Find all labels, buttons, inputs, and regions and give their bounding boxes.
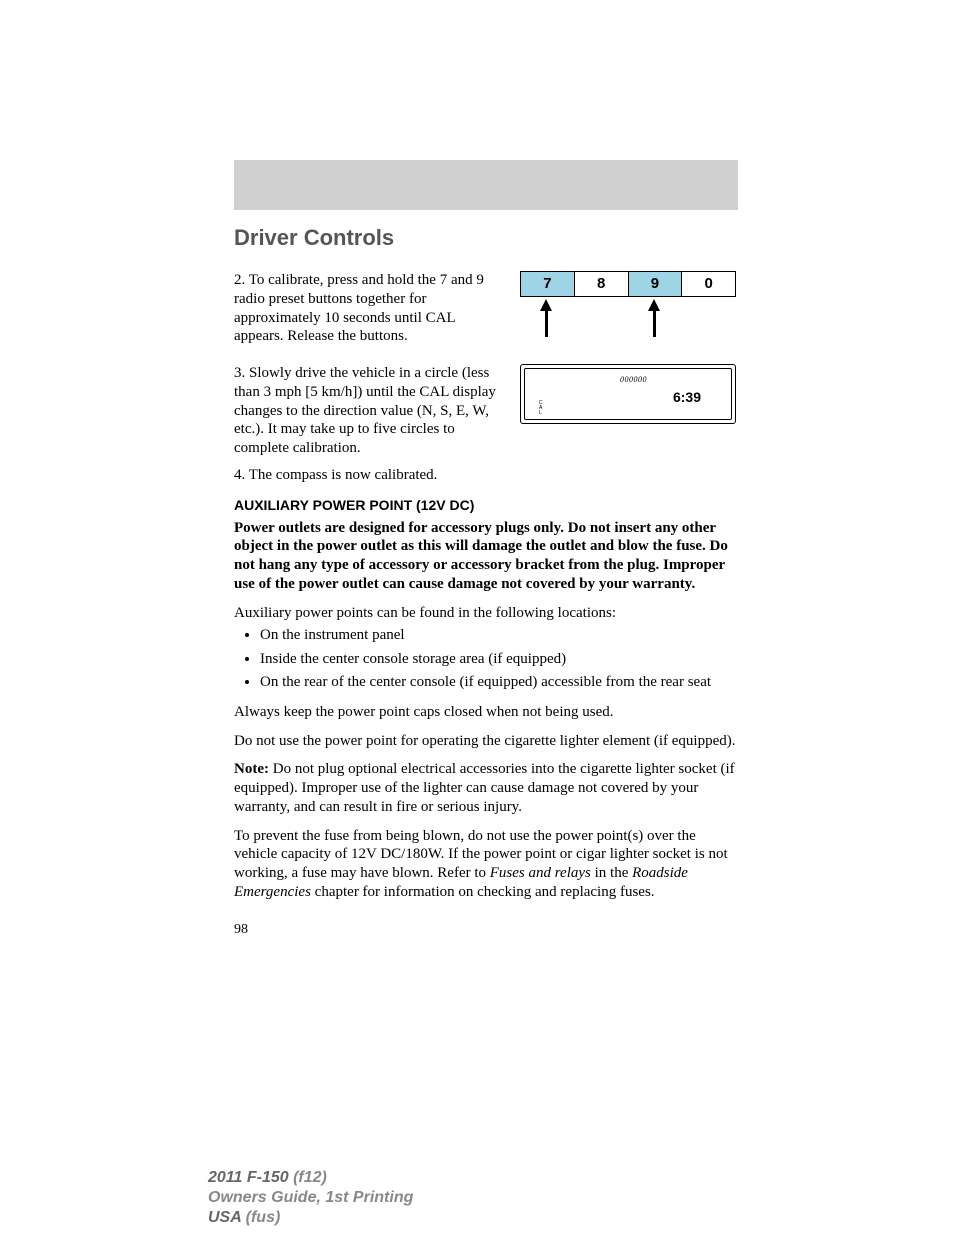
list-item: On the instrument panel	[260, 626, 738, 646]
preset-button-9: 9	[629, 272, 683, 296]
aux-p2: Do not use the power point for operating…	[234, 732, 738, 751]
display-figure: 000000 6:39 CAL	[520, 364, 738, 458]
arrow-stem	[653, 309, 656, 337]
step4-text: 4. The compass is now calibrated.	[234, 466, 738, 485]
aux-locations-intro: Auxiliary power points can be found in t…	[234, 604, 738, 623]
cal-indicator: CAL	[539, 401, 543, 416]
step3-row: 3. Slowly drive the vehicle in a circle …	[234, 364, 738, 458]
footer-country: USA	[208, 1209, 241, 1226]
note-label: Note:	[234, 761, 269, 777]
preset-button-0: 0	[682, 272, 735, 296]
preset-button-7: 7	[521, 272, 575, 296]
odometer-value: 000000	[620, 375, 647, 384]
clock-time: 6:39	[673, 389, 701, 405]
arrow-stem	[545, 309, 548, 337]
step2-text: 2. To calibrate, press and hold the 7 an…	[234, 271, 504, 346]
page-content: Driver Controls 2. To calibrate, press a…	[234, 225, 738, 938]
footer-model-code: (f12)	[289, 1169, 327, 1186]
step2-row: 2. To calibrate, press and hold the 7 an…	[234, 271, 738, 346]
fuse-text-b: in the	[591, 865, 632, 881]
preset-button-8: 8	[575, 272, 629, 296]
aux-p1: Always keep the power point caps closed …	[234, 703, 738, 722]
footer-guide: Owners Guide, 1st Printing	[208, 1188, 413, 1208]
page-number: 98	[234, 922, 738, 938]
note-text: Do not plug optional electrical accessor…	[234, 761, 735, 815]
fuse-ref-1: Fuses and relays	[490, 865, 591, 881]
step3-text: 3. Slowly drive the vehicle in a circle …	[234, 364, 504, 458]
aux-heading: AUXILIARY POWER POINT (12V DC)	[234, 497, 738, 513]
section-title: Driver Controls	[234, 225, 738, 251]
list-item: Inside the center console storage area (…	[260, 650, 738, 670]
list-item: On the rear of the center console (if eq…	[260, 673, 738, 693]
aux-warning: Power outlets are designed for accessory…	[234, 519, 738, 594]
fuse-paragraph: To prevent the fuse from being blown, do…	[234, 827, 738, 902]
footer-country-code: (fus)	[241, 1209, 280, 1226]
footer-model: 2011 F-150	[208, 1169, 289, 1186]
radio-preset-figure: 7 8 9 0	[520, 271, 738, 346]
fuse-text-c: chapter for information on checking and …	[311, 884, 655, 900]
aux-note: Note: Do not plug optional electrical ac…	[234, 760, 738, 816]
page-footer: 2011 F-150 (f12) Owners Guide, 1st Print…	[208, 1168, 413, 1228]
aux-locations-list: On the instrument panel Inside the cente…	[234, 626, 738, 693]
header-gray-bar	[234, 160, 738, 210]
